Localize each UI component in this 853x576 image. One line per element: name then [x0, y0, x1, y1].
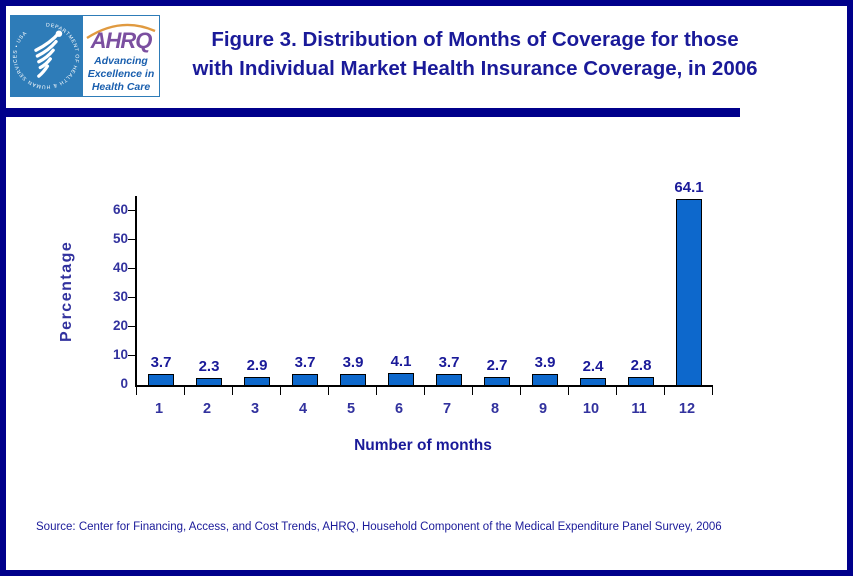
- bar-month-2: [196, 378, 222, 385]
- bar-month-7: [436, 374, 462, 385]
- y-axis-tick: [128, 297, 135, 299]
- ahrq-tagline-line: Health Care: [91, 81, 151, 93]
- x-tick-label: 3: [250, 401, 260, 417]
- x-tick-label: 12: [678, 401, 696, 417]
- x-axis-tick: [280, 387, 282, 395]
- y-tick-label: 30: [112, 288, 128, 304]
- bar-value-label: 4.1: [390, 353, 412, 371]
- bar-month-12: [676, 198, 702, 385]
- y-tick-label: 50: [112, 230, 128, 246]
- y-axis-tick-labels: 0 10 20 30 40 50 60: [94, 196, 128, 391]
- x-axis-tick: [520, 387, 522, 395]
- bar-value-label: 3.9: [534, 353, 556, 371]
- x-axis-tick: [472, 387, 474, 395]
- ahrq-tagline-line: Excellence in: [87, 68, 155, 80]
- header-divider-bar: [6, 108, 740, 117]
- bar-value-label: 2.7: [486, 357, 508, 375]
- y-tick-label: 20: [112, 317, 128, 333]
- y-axis-tick: [128, 238, 135, 240]
- x-axis-tick: [424, 387, 426, 395]
- x-tick-label: 8: [490, 401, 500, 417]
- y-axis-tick: [128, 209, 135, 211]
- x-tick-label: 1: [154, 401, 164, 417]
- bar-month-4: [292, 374, 318, 385]
- x-tick-label: 11: [631, 401, 647, 417]
- y-tick-label: 60: [112, 201, 128, 217]
- x-axis-tick: [664, 387, 666, 395]
- ahrq-tagline: Advancing Excellence in Health Care: [83, 55, 159, 94]
- bar-chart-plot-area: 3.7 2.3 2.9 3.7 3.9 4.1 3.7 2.7 3.9 2.4 2.8 64.1: [128, 179, 713, 395]
- bar-month-11: [628, 376, 654, 385]
- y-tick-label: 40: [112, 259, 128, 275]
- bar-value-label: 3.9: [342, 353, 364, 371]
- x-tick-label: 4: [298, 401, 308, 417]
- bar-value-label: 2.9: [246, 356, 268, 374]
- bar-value-label: 2.8: [630, 356, 652, 374]
- source-note: Source: Center for Financing, Access, an…: [36, 521, 722, 533]
- y-axis-tick: [128, 326, 135, 328]
- bar-value-label: 3.7: [150, 354, 172, 372]
- bar-month-9: [532, 373, 558, 385]
- y-axis-tick: [128, 355, 135, 357]
- hhs-logo: DEPARTMENT OF HEALTH & HUMAN SERVICES • …: [10, 15, 82, 97]
- bar-value-label: 2.3: [198, 358, 220, 376]
- figure-title-line2: with Individual Market Health Insurance …: [192, 57, 758, 80]
- x-tick-label: 9: [538, 401, 548, 417]
- x-axis-tick: [232, 387, 234, 395]
- hhs-eagle-icon: DEPARTMENT OF HEALTH & HUMAN SERVICES • …: [12, 22, 78, 89]
- x-tick-label: 7: [442, 401, 452, 417]
- bar-value-label: 64.1: [674, 178, 704, 196]
- x-axis-tick: [136, 387, 138, 395]
- ahrq-arc-icon: [86, 23, 156, 40]
- bar-value-label: 2.4: [582, 358, 604, 376]
- x-axis-tick: [616, 387, 618, 395]
- x-tick-label: 2: [202, 401, 212, 417]
- y-tick-label: 10: [112, 346, 128, 362]
- bar-month-3: [244, 376, 270, 385]
- x-axis-tick: [711, 387, 713, 395]
- y-axis-title: Percentage: [58, 240, 75, 342]
- bar-value-label: 3.7: [294, 354, 316, 372]
- figure-title: Figure 3. Distribution of Months of Cove…: [165, 25, 785, 83]
- bar-month-6: [388, 373, 414, 385]
- x-tick-label: 10: [582, 401, 600, 417]
- x-axis-tick: [376, 387, 378, 395]
- bar-value-label: 3.7: [438, 354, 460, 372]
- bar-month-10: [580, 378, 606, 385]
- figure-title-line1: Figure 3. Distribution of Months of Cove…: [211, 28, 739, 51]
- bar-month-1: [148, 374, 174, 385]
- ahrq-acronym: AHRQ: [90, 28, 153, 53]
- x-axis-tick-labels: 1 2 3 4 5 6 7 8 9 10 11 12: [135, 401, 711, 419]
- x-tick-label: 5: [346, 401, 356, 417]
- x-tick-label: 6: [394, 401, 404, 417]
- ahrq-tagline-line: Advancing: [94, 55, 148, 67]
- y-tick-label: 0: [120, 376, 128, 391]
- hhs-ahrq-logo: DEPARTMENT OF HEALTH & HUMAN SERVICES • …: [10, 15, 160, 97]
- ahrq-logo: AHRQ Advancing Excellence in Health Care: [82, 15, 160, 97]
- x-axis-tick: [568, 387, 570, 395]
- bar-month-8: [484, 377, 510, 385]
- bar-month-5: [340, 373, 366, 385]
- x-axis-title: Number of months: [354, 437, 492, 454]
- y-axis-tick: [128, 267, 135, 269]
- x-axis-tick: [184, 387, 186, 395]
- x-axis-tick: [328, 387, 330, 395]
